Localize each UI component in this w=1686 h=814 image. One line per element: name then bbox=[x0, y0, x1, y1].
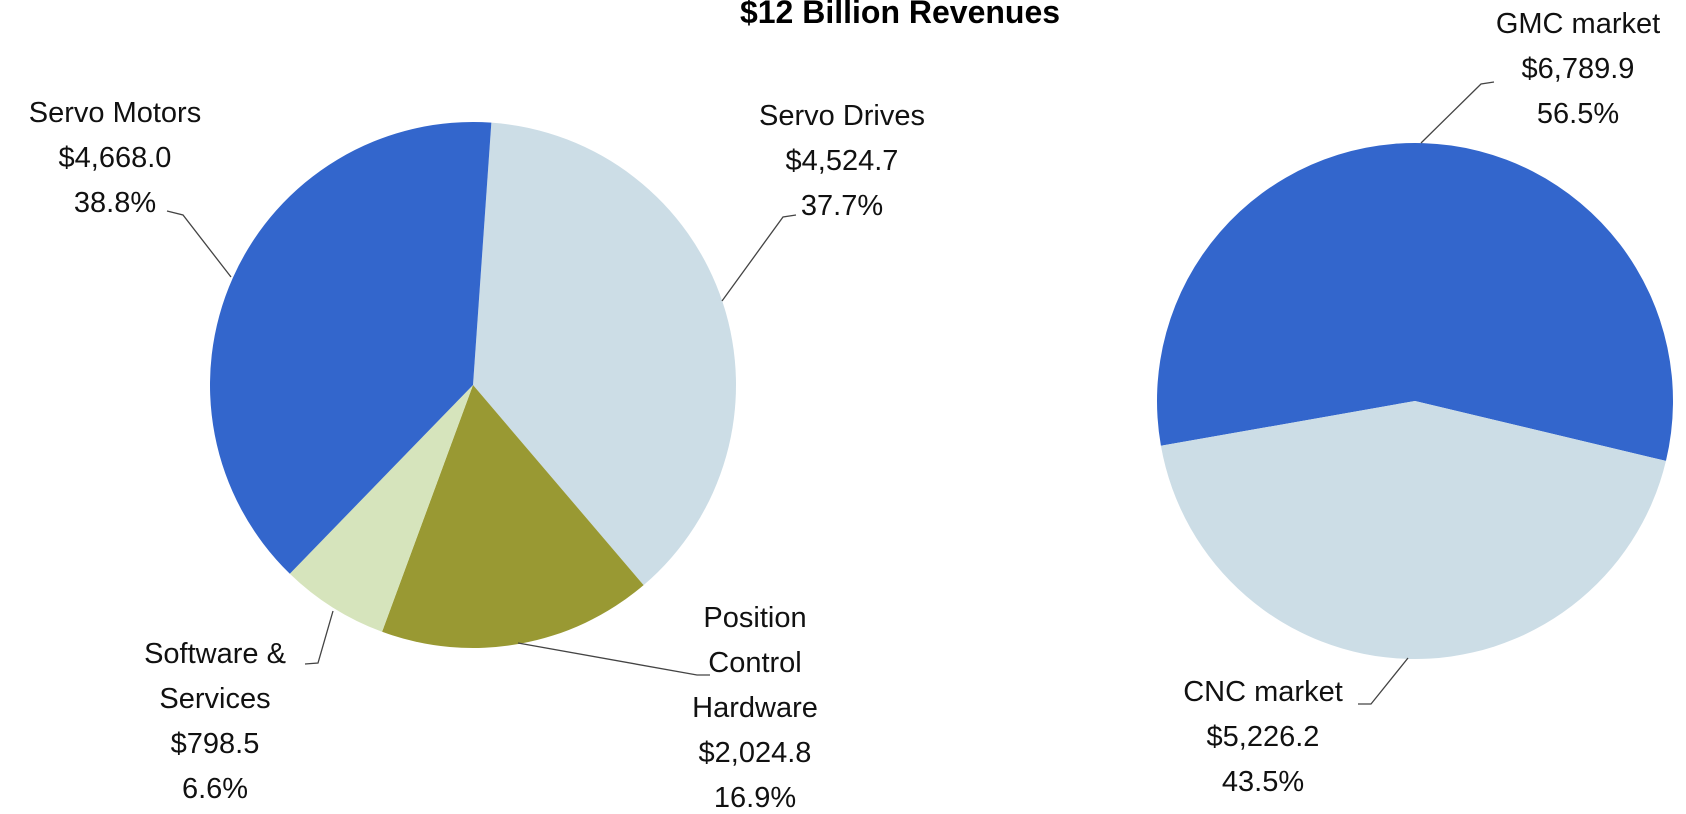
leader-line bbox=[721, 214, 797, 302]
slice-label: CNC market $5,226.2 43.5% bbox=[1143, 670, 1383, 805]
chart-title: $12 Billion Revenues bbox=[739, 0, 1061, 30]
pie-slice bbox=[210, 122, 492, 574]
leader-line bbox=[517, 642, 710, 676]
slice-label: Servo Drives $4,524.7 37.7% bbox=[742, 94, 942, 229]
leader-line bbox=[304, 610, 334, 665]
pie-slice bbox=[1157, 143, 1673, 461]
slices bbox=[210, 122, 1673, 660]
percent-label: 37.7% bbox=[800, 190, 884, 222]
percent-label: 43.5% bbox=[1221, 766, 1305, 798]
slice-label: Software & Services $798.5 6.6% bbox=[115, 632, 315, 812]
percent-label: 38.8% bbox=[73, 187, 157, 219]
leader-line bbox=[1358, 657, 1409, 705]
category-label: Software & Services bbox=[144, 638, 286, 715]
percent-label: 16.9% bbox=[713, 782, 797, 814]
value-label: $4,524.7 bbox=[785, 145, 899, 177]
category-label: Position Control Hardware bbox=[692, 602, 818, 724]
value-label: $4,668.0 bbox=[58, 142, 172, 174]
category-label: CNC market bbox=[1183, 676, 1343, 708]
category-label: Servo Motors bbox=[28, 97, 202, 129]
pie-slice bbox=[473, 122, 736, 586]
leader-line bbox=[1420, 81, 1495, 144]
slice-label: GMC market $6,789.9 56.5% bbox=[1458, 2, 1686, 137]
category-label: GMC market bbox=[1495, 8, 1661, 40]
value-label: $5,226.2 bbox=[1206, 721, 1320, 753]
category-label: Servo Drives bbox=[759, 100, 925, 132]
slice-label: Position Control Hardware $2,024.8 16.9% bbox=[670, 596, 840, 814]
leader-line bbox=[166, 210, 232, 278]
pie-slice bbox=[382, 385, 644, 648]
value-label: $798.5 bbox=[170, 728, 260, 760]
percent-label: 56.5% bbox=[1536, 98, 1620, 130]
value-label: $2,024.8 bbox=[698, 737, 812, 769]
percent-label: 6.6% bbox=[181, 773, 249, 805]
slice-label: Servo Motors $4,668.0 38.8% bbox=[0, 91, 235, 226]
pie-slice bbox=[1160, 401, 1666, 660]
value-label: $6,789.9 bbox=[1521, 53, 1635, 85]
pie-slice bbox=[289, 385, 473, 632]
